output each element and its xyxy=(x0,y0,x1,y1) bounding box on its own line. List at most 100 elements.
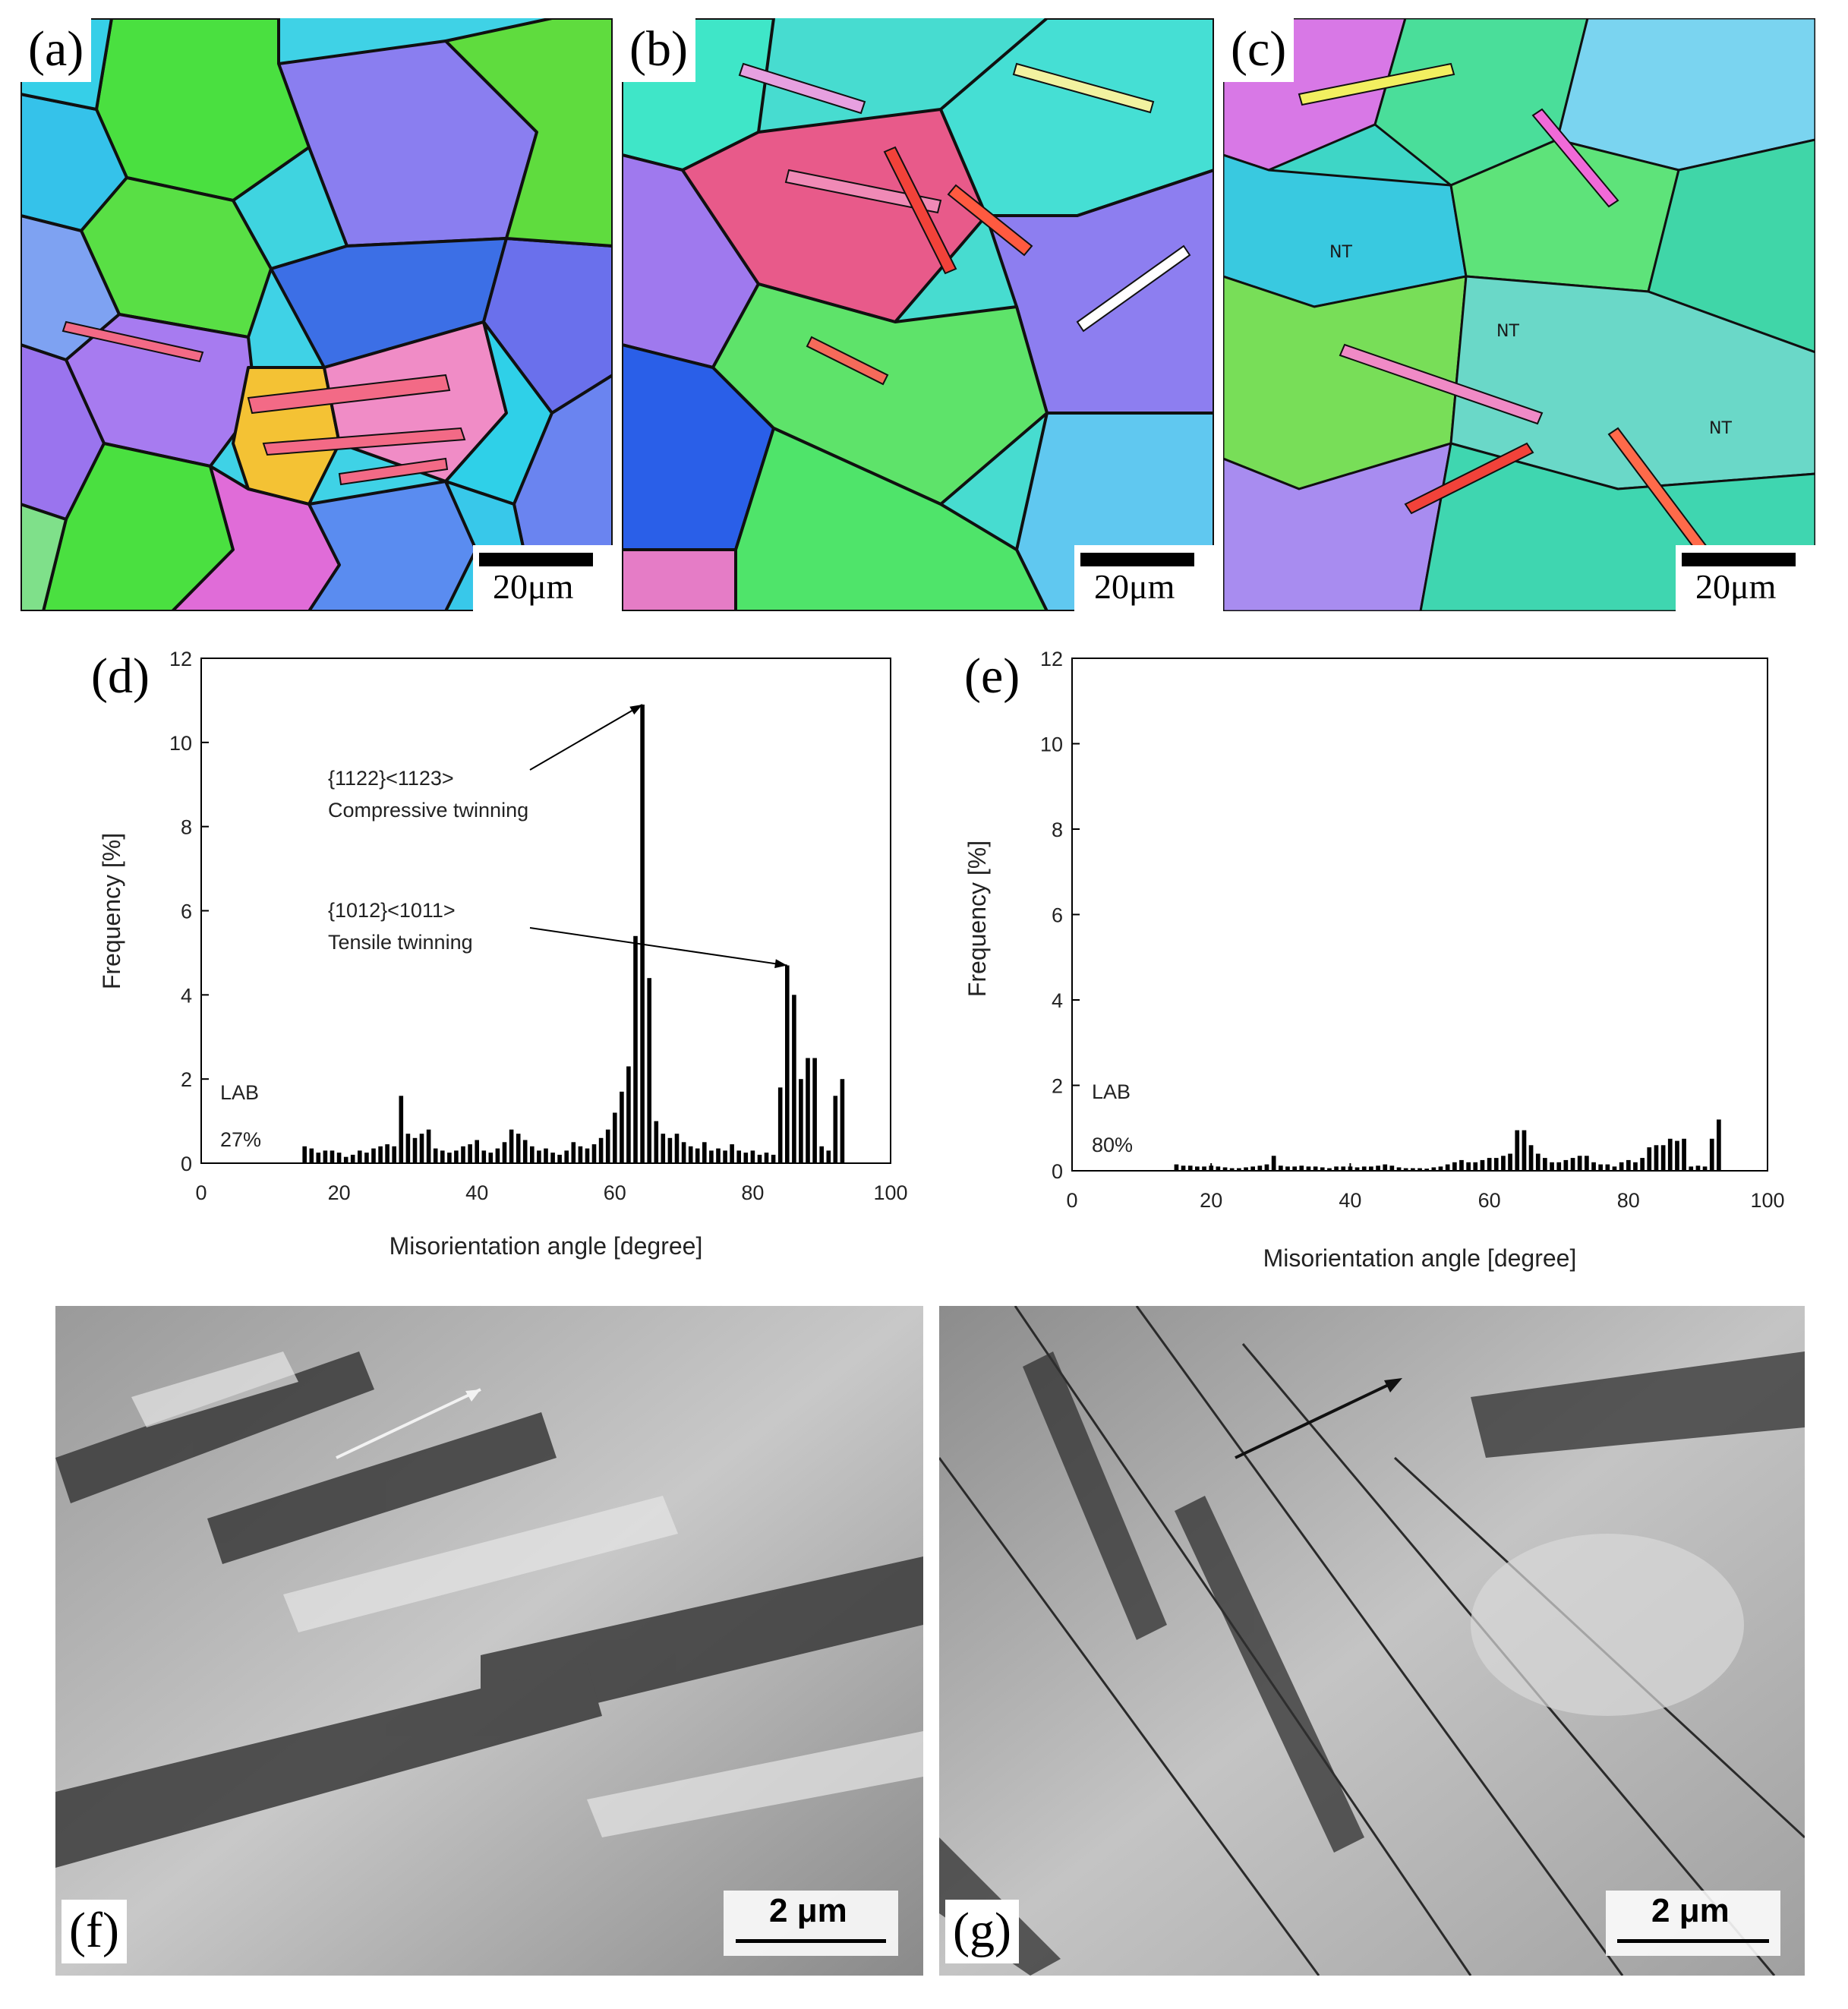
chart-d-ytick-label: 0 xyxy=(181,1153,192,1175)
chart-e-bar xyxy=(1605,1164,1610,1171)
chart-e-bar xyxy=(1431,1167,1436,1171)
chart-d-bar xyxy=(564,1150,569,1163)
chart-d-bar xyxy=(633,935,638,1164)
chart-d-bar xyxy=(447,1153,452,1163)
chart-d-bar xyxy=(736,1150,741,1163)
chart-e-bar xyxy=(1647,1147,1652,1171)
chart-e-bar xyxy=(1695,1165,1701,1172)
chart-e-bar xyxy=(1660,1145,1666,1172)
chart-e-bar xyxy=(1396,1167,1402,1171)
chart-d-bar xyxy=(412,1137,418,1164)
chart-e-bar xyxy=(1528,1145,1534,1172)
chart-d-bar xyxy=(792,995,796,1163)
chart-d-bar xyxy=(806,1058,810,1163)
chart-d-annotation-plane: {1012}<1011> xyxy=(328,899,456,922)
chart-d-bar xyxy=(358,1150,362,1163)
chart-d-bar xyxy=(730,1144,734,1163)
chart-d-bar xyxy=(557,1154,562,1163)
chart-e-bar xyxy=(1493,1158,1499,1171)
chart-d-annotation-label: Tensile twinning xyxy=(328,931,473,954)
chart-d-bar xyxy=(785,965,790,1163)
chart-d-annotation-plane: {1122}<1123> xyxy=(328,767,454,790)
chart-e-bar xyxy=(1473,1162,1478,1172)
chart-d-bar xyxy=(799,1079,803,1163)
scale-box-g xyxy=(1606,1891,1780,1956)
chart-e-bar xyxy=(1229,1168,1235,1171)
chart-e-ytick-label: 0 xyxy=(1052,1160,1063,1183)
scale-box-f xyxy=(724,1891,898,1956)
chart-e-bar xyxy=(1195,1166,1200,1171)
nt-label-1: NT xyxy=(1329,243,1352,262)
chart-e-bar xyxy=(1306,1166,1311,1171)
chart-e-y-axis-title: Frequency [%] xyxy=(963,840,991,997)
chart-e-bar xyxy=(1264,1164,1269,1171)
chart-e-bar xyxy=(1334,1166,1339,1171)
chart-e-bar xyxy=(1501,1156,1506,1171)
chart-e-bar xyxy=(1577,1156,1582,1171)
chart-d-bar xyxy=(771,1154,776,1163)
chart-e-bar xyxy=(1389,1165,1395,1172)
chart-d-bar xyxy=(426,1129,431,1163)
chart-e-lab-percent: 80% xyxy=(1092,1134,1133,1156)
chart-e-frame xyxy=(1071,658,1768,1172)
chart-d-bar xyxy=(743,1153,749,1163)
chart-d-bar xyxy=(468,1144,472,1163)
panel-label-f: (f) xyxy=(61,1900,127,1963)
chart-e-bar xyxy=(1376,1165,1380,1172)
chart-e-bar xyxy=(1654,1145,1659,1172)
chart-d-bar xyxy=(385,1144,389,1163)
chart-e-ytick-label: 12 xyxy=(1040,648,1063,670)
chart-d-bar xyxy=(461,1146,465,1163)
chart-e-bar xyxy=(1222,1167,1228,1171)
chart-d-ytick-label: 2 xyxy=(181,1068,192,1091)
chart-e-bar xyxy=(1612,1166,1617,1171)
chart-e-ytick-label: 10 xyxy=(1040,733,1063,756)
chart-d-bar xyxy=(702,1142,707,1163)
chart-d-bar xyxy=(571,1142,576,1163)
chart-d-bar xyxy=(419,1134,424,1163)
chart-d-bar xyxy=(674,1134,680,1163)
chart-d-xtick-label: 0 xyxy=(195,1181,207,1204)
chart-d-bar xyxy=(323,1150,328,1163)
chart-d-annotation-arrow xyxy=(529,927,787,967)
chart-e-bar xyxy=(1299,1165,1304,1172)
chart-d-ytick-label: 6 xyxy=(181,900,192,923)
chart-e-bar xyxy=(1341,1166,1346,1171)
chart-e-bar xyxy=(1354,1167,1360,1171)
panel-label-b: (b) xyxy=(622,18,695,82)
chart-d-bar xyxy=(544,1148,548,1163)
chart-e-bar xyxy=(1689,1166,1694,1171)
scale-text-g: 2 μm xyxy=(1651,1892,1730,1929)
chart-e-bar xyxy=(1411,1168,1415,1171)
chart-e-bar xyxy=(1452,1162,1457,1172)
scale-bar-a xyxy=(479,553,593,566)
chart-d-bar xyxy=(777,1087,783,1164)
chart-e-bar xyxy=(1369,1166,1373,1171)
chart-d-bar xyxy=(364,1153,369,1163)
chart-e-bar xyxy=(1445,1164,1450,1171)
chart-d-bar xyxy=(516,1134,521,1163)
chart-d-bar xyxy=(343,1156,348,1163)
chart-d-xtick-label: 60 xyxy=(604,1181,626,1204)
chart-d-annotation-arrowhead xyxy=(774,959,787,969)
chart-d-bar xyxy=(695,1148,700,1163)
chart-e-bar xyxy=(1187,1165,1193,1172)
chart-d-bar xyxy=(392,1146,396,1163)
chart-d-bar xyxy=(440,1150,445,1163)
chart-e-bar xyxy=(1418,1168,1422,1171)
chart-d-svg: 0 20 40 60 80 100 0 2 4 6 8 10 12 Misorientation angl… xyxy=(91,648,908,1260)
chart-d-bar xyxy=(537,1150,541,1163)
chart-d-bar xyxy=(826,1150,831,1163)
chart-e-bar xyxy=(1320,1167,1325,1171)
chart-e-bar xyxy=(1459,1159,1464,1171)
chart-e-bar xyxy=(1237,1168,1241,1171)
chart-d-bar xyxy=(812,1058,817,1163)
chart-d-bar xyxy=(522,1140,528,1163)
chart-d-bar xyxy=(302,1146,307,1163)
chart-d-bar xyxy=(661,1134,666,1163)
chart-d-ytick-label: 8 xyxy=(181,816,192,839)
chart-d-bar xyxy=(550,1153,555,1163)
chart-d-bar xyxy=(640,705,645,1163)
chart-d-bar xyxy=(819,1146,824,1163)
chart-e-bar xyxy=(1667,1138,1673,1171)
